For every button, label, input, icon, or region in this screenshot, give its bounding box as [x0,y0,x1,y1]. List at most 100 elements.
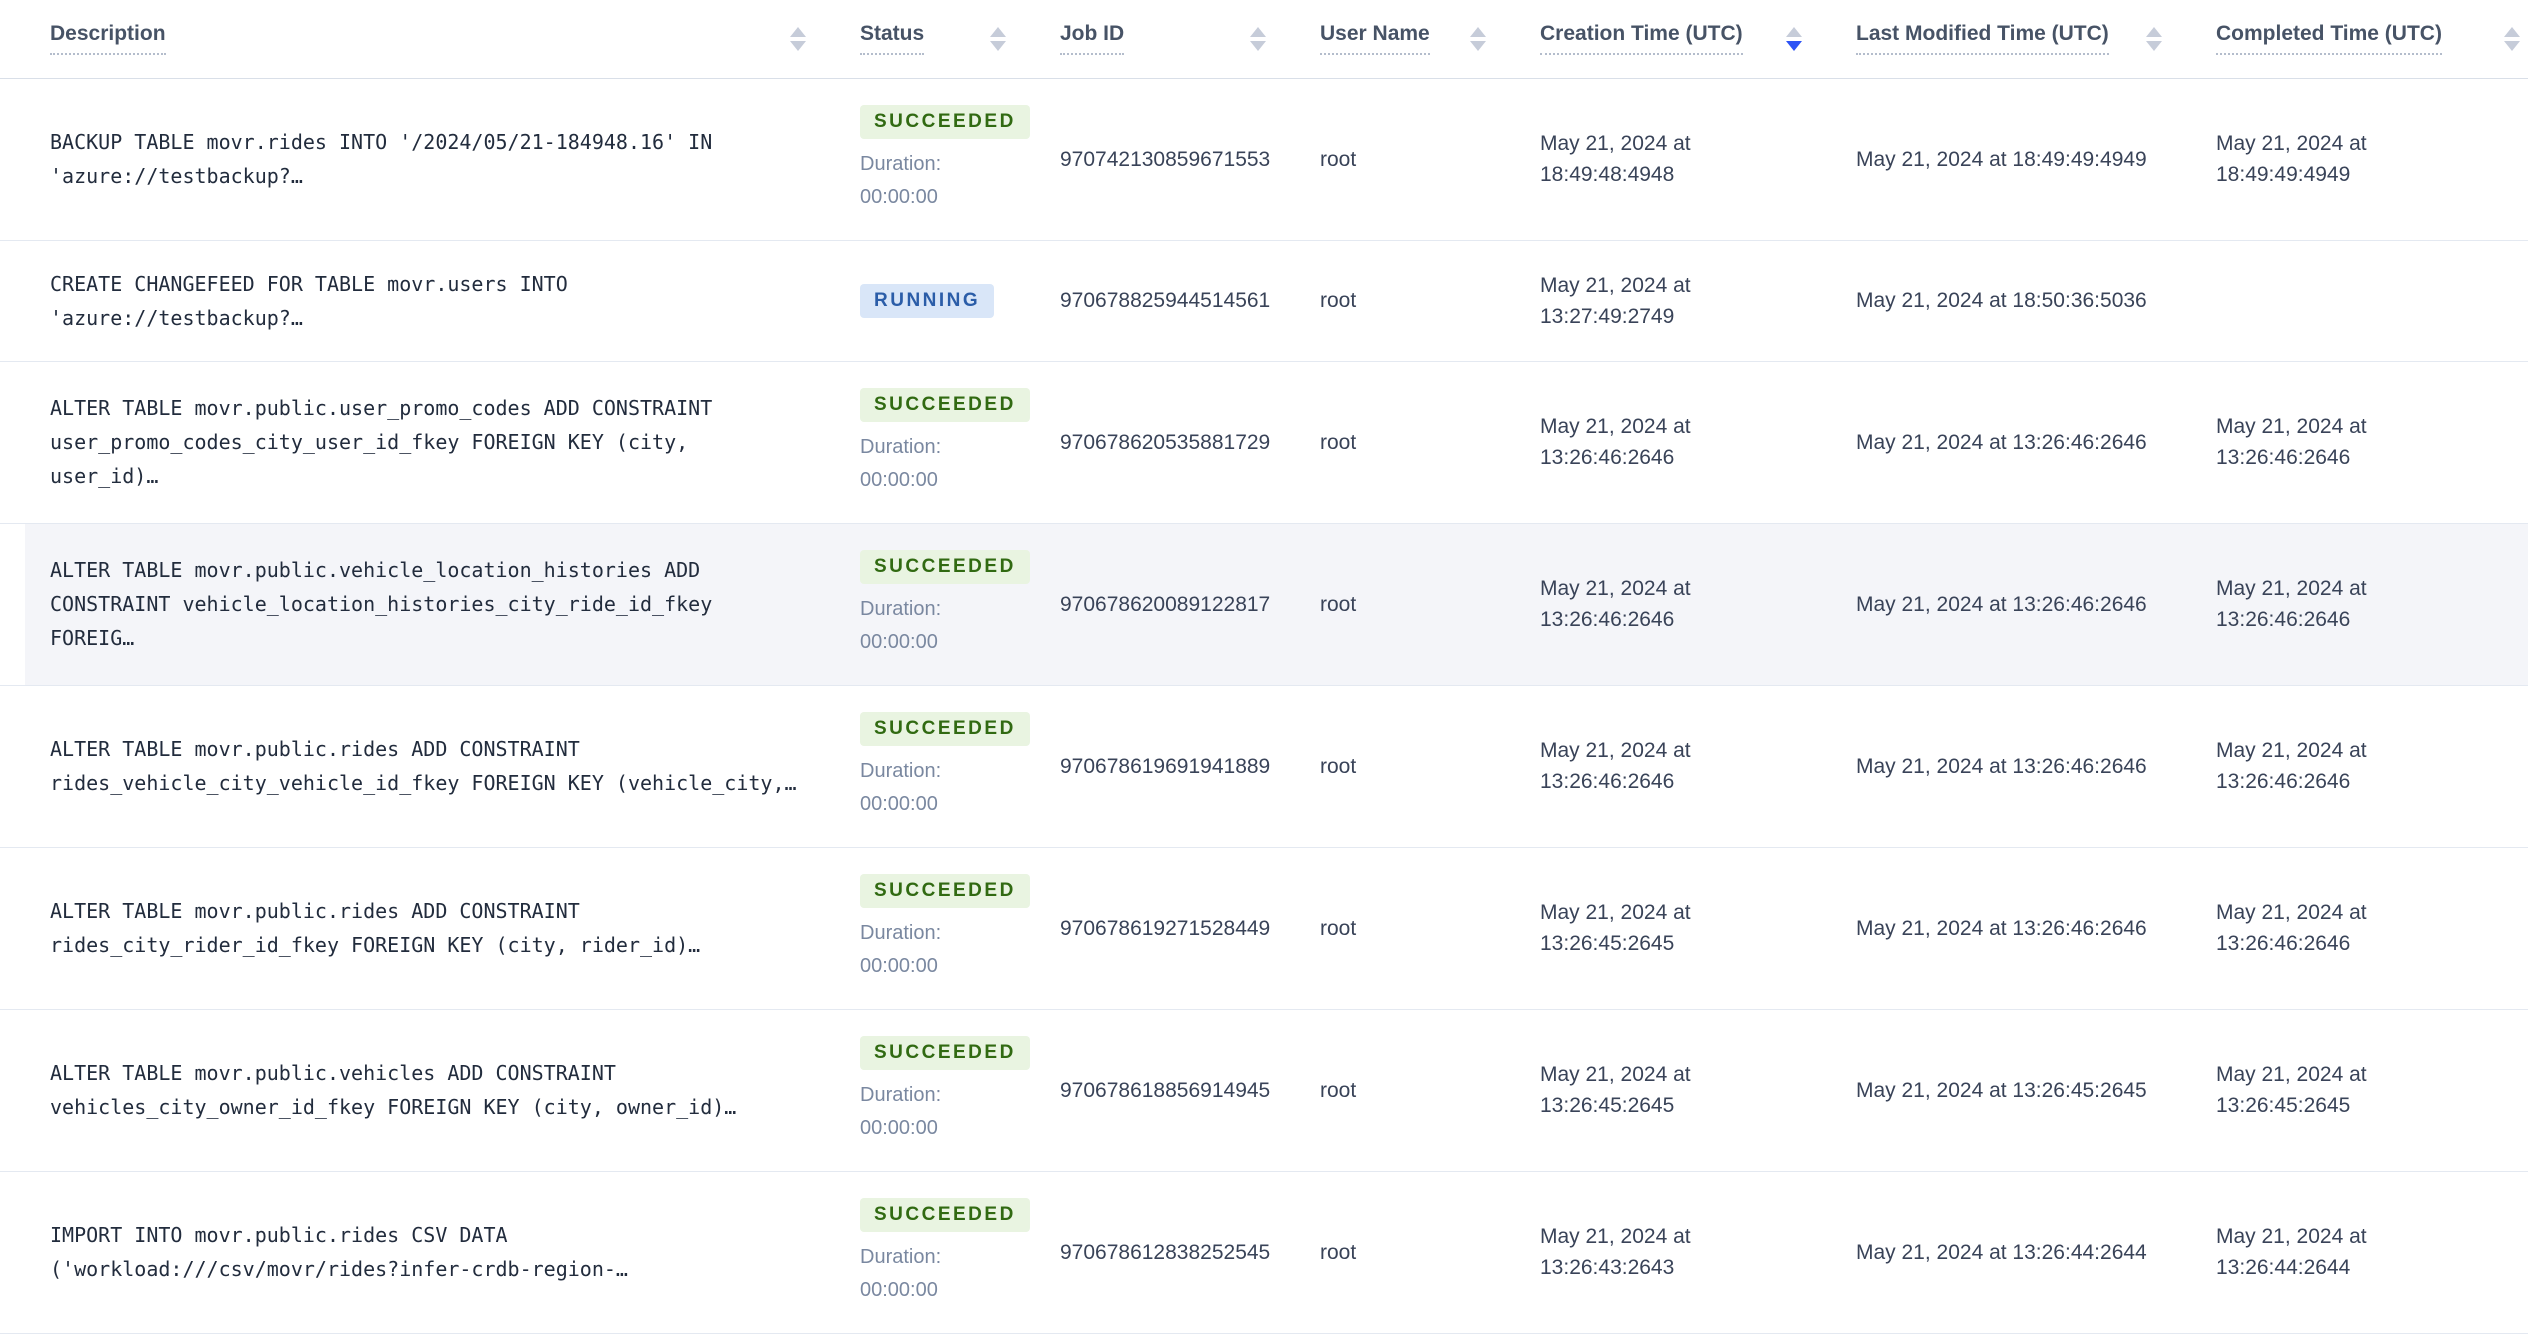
duration-value: 00:00:00 [860,185,938,208]
column-header-completed[interactable]: Completed Time (UTC) [2186,0,2528,79]
job-description[interactable]: CREATE CHANGEFEED FOR TABLE movr.users I… [50,271,568,330]
table-row[interactable]: ALTER TABLE movr.public.vehicle_location… [0,523,2528,686]
job-id: 970678620089122817 [1060,592,1271,616]
last-modified-time: May 21, 2024 at 13:26:46:2646 [1856,430,2147,454]
duration-value: 00:00:00 [860,954,938,977]
status-cell: SUCCEEDED Duration: 00:00:00 [830,1171,1030,1334]
sort-up-arrow-icon[interactable] [1786,26,1802,37]
column-header-created[interactable]: Creation Time (UTC) [1510,0,1826,79]
job-description[interactable]: BACKUP TABLE movr.rides INTO '/2024/05/2… [50,130,713,188]
creation-time: May 21, 2024 at 13:26:45:2645 [1540,1063,1691,1117]
status-cell: SUCCEEDED Duration: 00:00:00 [830,523,1030,686]
creation-time: May 21, 2024 at 13:26:46:2646 [1540,739,1691,793]
column-header-user_name[interactable]: User Name [1290,0,1510,79]
status-badge: SUCCEEDED [860,873,1030,908]
sort-down-arrow-icon[interactable] [2146,40,2162,51]
description-cell: ALTER TABLE movr.public.rides ADD CONSTR… [0,847,830,1010]
job-description[interactable]: ALTER TABLE movr.public.rides ADD CONSTR… [50,899,701,957]
column-label: Creation Time (UTC) [1540,22,1743,56]
status-cell: SUCCEEDED Duration: 00:00:00 [830,1009,1030,1172]
user-name: root [1320,1078,1357,1102]
sort-icon[interactable] [2146,26,2162,51]
sort-down-arrow-icon[interactable] [790,40,806,51]
completed-time: May 21, 2024 at 18:49:49:4949 [2216,132,2367,186]
column-label: User Name [1320,22,1430,56]
last-modified-time: May 21, 2024 at 13:26:44:2644 [1856,1240,2147,1264]
job-id-cell: 970678619271528449 [1030,847,1290,1010]
table-row[interactable]: CREATE CHANGEFEED FOR TABLE movr.users I… [0,240,2528,362]
status-badge: SUCCEEDED [860,1035,1030,1070]
last-modified-time-cell: May 21, 2024 at 18:50:36:5036 [1826,240,2186,362]
sort-up-arrow-icon[interactable] [1470,26,1486,37]
sort-down-arrow-icon[interactable] [1250,40,1266,51]
sort-icon[interactable] [1250,26,1266,51]
user-name-cell: root [1290,1171,1510,1334]
sort-up-arrow-icon[interactable] [990,26,1006,37]
user-name: root [1320,754,1357,778]
job-description[interactable]: ALTER TABLE movr.public.rides ADD CONSTR… [50,737,797,795]
last-modified-time: May 21, 2024 at 13:26:46:2646 [1856,592,2147,616]
description-cell: IMPORT INTO movr.public.rides CSV DATA (… [0,1171,830,1334]
duration-value: 00:00:00 [860,1116,938,1139]
user-name-cell: root [1290,685,1510,848]
creation-time-cell: May 21, 2024 at 13:26:46:2646 [1510,523,1826,686]
duration-value: 00:00:00 [860,468,938,491]
user-name: root [1320,147,1357,171]
sort-down-arrow-icon[interactable] [2504,40,2520,51]
duration-label: Duration: [860,152,942,175]
table-row[interactable]: ALTER TABLE movr.public.rides ADD CONSTR… [0,685,2528,848]
last-modified-time: May 21, 2024 at 13:26:45:2645 [1856,1078,2147,1102]
sort-down-arrow-icon[interactable] [990,40,1006,51]
sort-up-arrow-icon[interactable] [790,26,806,37]
table-row[interactable]: BACKUP TABLE movr.rides INTO '/2024/05/2… [0,78,2528,241]
creation-time-cell: May 21, 2024 at 18:49:48:4948 [1510,78,1826,241]
user-name-cell: root [1290,1009,1510,1172]
column-header-status[interactable]: Status [830,0,1030,79]
last-modified-time-cell: May 21, 2024 at 13:26:46:2646 [1826,685,2186,848]
table-row[interactable]: ALTER TABLE movr.public.vehicles ADD CON… [0,1009,2528,1172]
user-name-cell: root [1290,361,1510,524]
sort-icon[interactable] [790,26,806,51]
creation-time-cell: May 21, 2024 at 13:26:43:2643 [1510,1171,1826,1334]
last-modified-time-cell: May 21, 2024 at 13:26:44:2644 [1826,1171,2186,1334]
job-description[interactable]: IMPORT INTO movr.public.rides CSV DATA (… [50,1223,628,1281]
column-header-modified[interactable]: Last Modified Time (UTC) [1826,0,2186,79]
sort-icon-active-desc[interactable] [1786,26,1802,51]
user-name-cell: root [1290,78,1510,241]
sort-up-arrow-icon[interactable] [2504,26,2520,37]
completed-time: May 21, 2024 at 13:26:46:2646 [2216,901,2367,955]
sort-icon[interactable] [1470,26,1486,51]
table-row[interactable]: ALTER TABLE movr.public.user_promo_codes… [0,361,2528,524]
duration-value: 00:00:00 [860,1278,938,1301]
sort-icon[interactable] [2504,26,2520,51]
duration-label: Duration: [860,1083,942,1106]
sort-icon[interactable] [990,26,1006,51]
user-name: root [1320,430,1357,454]
completed-time-cell: May 21, 2024 at 13:26:44:2644 [2186,1171,2528,1334]
job-description[interactable]: ALTER TABLE movr.public.user_promo_codes… [50,396,713,488]
status-cell: SUCCEEDED Duration: 00:00:00 [830,685,1030,848]
completed-time-cell: May 21, 2024 at 18:49:49:4949 [2186,78,2528,241]
completed-time-cell: May 21, 2024 at 13:26:45:2645 [2186,1009,2528,1172]
user-name-cell: root [1290,523,1510,686]
table-row[interactable]: IMPORT INTO movr.public.rides CSV DATA (… [0,1171,2528,1334]
sort-down-arrow-icon[interactable] [1470,40,1486,51]
creation-time-cell: May 21, 2024 at 13:26:46:2646 [1510,685,1826,848]
column-header-description[interactable]: Description [0,0,830,79]
duration-label: Duration: [860,435,942,458]
job-id-cell: 970742130859671553 [1030,78,1290,241]
duration-label: Duration: [860,759,942,782]
column-label: Last Modified Time (UTC) [1856,22,2109,56]
description-cell: ALTER TABLE movr.public.rides ADD CONSTR… [0,685,830,848]
sort-down-arrow-icon[interactable] [1786,40,1802,51]
sort-up-arrow-icon[interactable] [1250,26,1266,37]
job-id: 970678825944514561 [1060,289,1271,312]
job-description[interactable]: ALTER TABLE movr.public.vehicle_location… [50,558,713,650]
table-row[interactable]: ALTER TABLE movr.public.rides ADD CONSTR… [0,847,2528,1010]
column-header-job_id[interactable]: Job ID [1030,0,1290,79]
sort-up-arrow-icon[interactable] [2146,26,2162,37]
last-modified-time: May 21, 2024 at 13:26:46:2646 [1856,754,2147,778]
job-description[interactable]: ALTER TABLE movr.public.vehicles ADD CON… [50,1061,737,1119]
status-cell: SUCCEEDED Duration: 00:00:00 [830,847,1030,1010]
